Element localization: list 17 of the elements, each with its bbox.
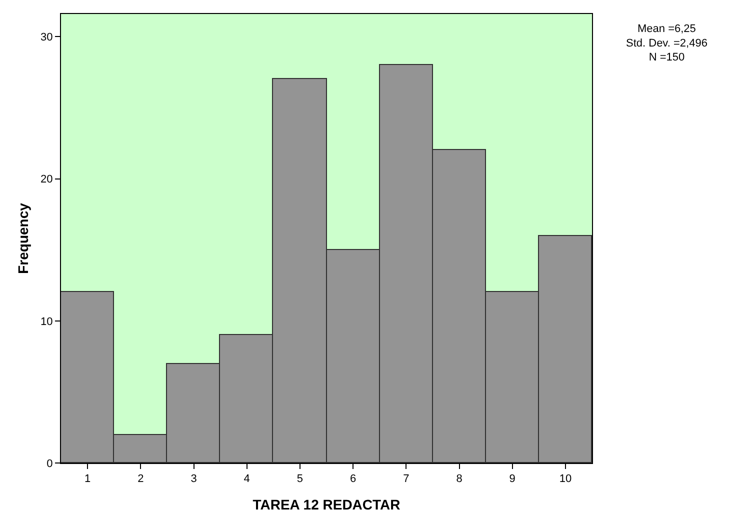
x-tick-label: 6 (350, 473, 356, 486)
x-tick-label: 2 (138, 473, 144, 486)
x-tick-label: 10 (559, 473, 572, 486)
x-tick-label: 9 (509, 473, 516, 486)
y-tick-label: 0 (46, 458, 53, 470)
x-tick-label: 1 (84, 473, 91, 486)
x-tick-label: 3 (190, 473, 197, 486)
text: Mean =6,25 Std. Dev. =2,496 N =150 (626, 23, 708, 64)
x-tick-label: 8 (456, 473, 462, 486)
x-tick-label: 4 (244, 473, 250, 486)
y-axis-title: Frequency (15, 202, 32, 274)
y-tick-label: 30 (40, 32, 53, 44)
x-tick-label: 5 (296, 473, 304, 486)
y-tick-label: 10 (40, 316, 53, 328)
x-axis-title: TAREA 12 REDACTAR (252, 496, 400, 512)
x-tick-label: 7 (403, 473, 410, 486)
y-tick-label: 20 (40, 174, 53, 186)
